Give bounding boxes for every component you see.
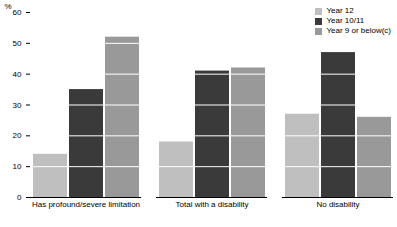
- svg-text:20: 20: [13, 131, 22, 140]
- svg-text:Has profound/severe limitation: Has profound/severe limitation: [32, 200, 140, 209]
- html-text:Year 10/11: Year 10/11: [326, 16, 365, 25]
- svg-text:60: 60: [13, 8, 22, 17]
- svg-text:30: 30: [13, 101, 22, 110]
- svg-text:0: 0: [17, 193, 22, 202]
- svg-text:%: %: [5, 2, 12, 11]
- svg-text:Total with a disability: Total with a disability: [176, 200, 249, 209]
- html-text:Year 9 or below(c): Year 9 or below(c): [326, 26, 391, 35]
- svg-text:40: 40: [13, 70, 22, 79]
- svg-text:10: 10: [13, 162, 22, 171]
- html-text:Year 12: Year 12: [326, 6, 354, 15]
- svg-text:50: 50: [13, 39, 22, 48]
- svg-text:No disability: No disability: [316, 200, 359, 209]
